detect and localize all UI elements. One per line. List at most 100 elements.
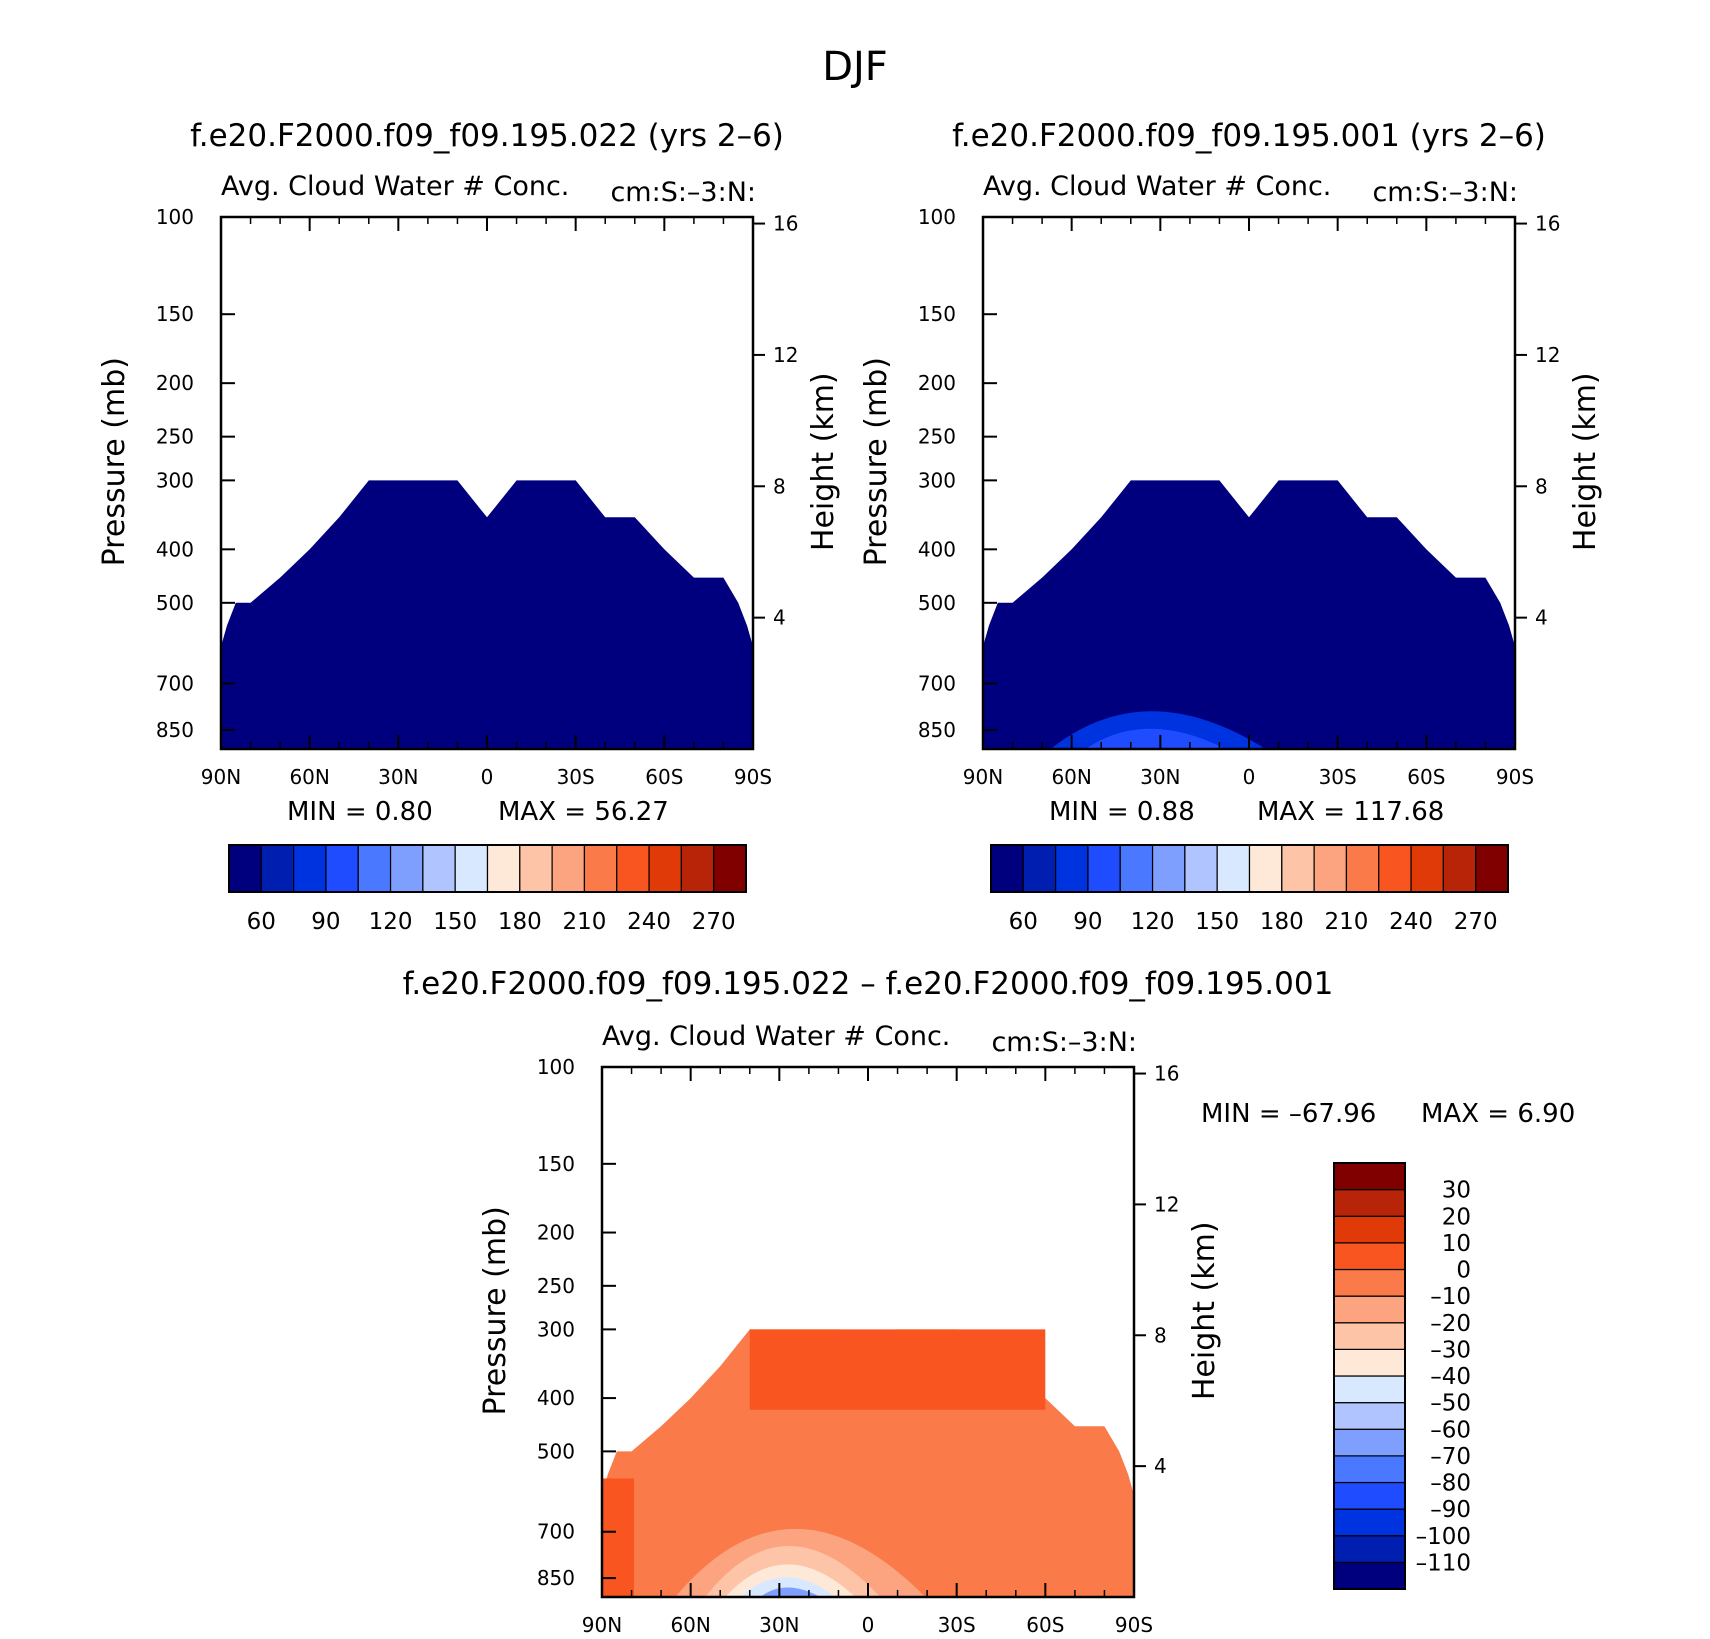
colorbar-box [583, 844, 618, 893]
colorbar-label: 240 [1389, 909, 1433, 935]
colorbar-label: 210 [1324, 909, 1368, 935]
colorbar-model-001: 60 90 120 150 180 210 240 270 [990, 844, 1509, 935]
colorbar-label: 270 [1454, 909, 1498, 935]
colorbar-box [293, 844, 327, 893]
colorbar-box [1475, 844, 1509, 893]
y-tick-label: 700 [537, 1520, 575, 1544]
colorbar-box [551, 844, 586, 893]
y-tick-label: 400 [156, 537, 194, 561]
x-tick-label: 60N [289, 765, 329, 789]
colorbar-label: 180 [498, 909, 542, 935]
height-tick-label: 16 [773, 212, 798, 236]
panel-title: f.e20.F2000.f09_f09.195.022 – f.e20.F200… [403, 966, 1334, 1002]
colorbar-box [990, 844, 1024, 893]
panel-subtitle: Avg. Cloud Water # Conc. [221, 171, 569, 202]
x-tick-label: 30S [557, 765, 595, 789]
y-tick-label: 500 [918, 591, 956, 615]
colorbar-label: 90 [311, 909, 340, 935]
diff-polar-band [602, 1478, 634, 1597]
colorbar-model-022: 60 90 120 150 180 210 240 270 [228, 844, 747, 935]
height-tick-label: 12 [773, 343, 798, 367]
colorbar-label: 0 [1456, 1258, 1471, 1284]
colorbar-label: 210 [562, 909, 606, 935]
colorbar-box [1333, 1322, 1406, 1350]
height-tick-label: 12 [1535, 343, 1560, 367]
x-tick-label: 30S [1319, 765, 1357, 789]
colorbar-label: 20 [1442, 1204, 1471, 1230]
panel-title: f.e20.F2000.f09_f09.195.022 (yrs 2–6) [190, 118, 784, 154]
colorbar-frame [990, 844, 1509, 893]
panel-units: cm:S:–3:N: [991, 1027, 1137, 1058]
height-axis-label: Height (km) [1568, 372, 1603, 551]
colorbar-label: –110 [1416, 1550, 1471, 1576]
cloud-field [221, 480, 753, 749]
x-tick-label: 60S [1026, 1613, 1064, 1637]
colorbar-box [260, 844, 295, 893]
y-tick-label: 200 [156, 371, 194, 395]
colorbar-box [454, 844, 489, 893]
colorbar-label: –30 [1430, 1337, 1471, 1363]
colorbar-box [1022, 844, 1057, 893]
y-tick-label: 700 [156, 671, 194, 695]
panel-units: cm:S:–3:N: [610, 177, 756, 208]
panel-model-001: 90N 60N 30N 0 30S 60S 90S 100 150 200 250 300 400 500… [859, 118, 1603, 827]
colorbar-box [1333, 1455, 1406, 1484]
x-tick-label: 30N [378, 765, 418, 789]
colorbar-box [1119, 844, 1154, 893]
colorbar-box [1333, 1561, 1406, 1590]
colorbar-box [1333, 1375, 1406, 1404]
x-tick-label: 90S [1496, 765, 1534, 789]
x-tick-label: 90N [201, 765, 241, 789]
y-tick-label: 400 [537, 1386, 575, 1410]
colorbar-box [1378, 844, 1412, 893]
x-tick-label: 90N [963, 765, 1003, 789]
colorbar-box [1055, 844, 1089, 893]
x-tick-label: 60N [1051, 765, 1091, 789]
y-tick-label: 150 [918, 302, 956, 326]
y-tick-label: 250 [156, 425, 194, 449]
y-tick-label: 100 [537, 1055, 575, 1079]
y-axis-label: Pressure (mb) [97, 357, 132, 566]
height-tick-label: 16 [1154, 1062, 1179, 1086]
colorbar-box [1333, 1348, 1406, 1377]
x-tick-label: 30S [938, 1613, 976, 1637]
colorbar-box [486, 844, 521, 893]
colorbar-label: –10 [1430, 1284, 1471, 1310]
colorbar-box [680, 844, 715, 893]
y-tick-label: 100 [156, 205, 194, 229]
panel-subtitle: Avg. Cloud Water # Conc. [983, 171, 1331, 202]
colorbar-box [1333, 1508, 1406, 1537]
height-tick-label: 4 [1154, 1454, 1167, 1478]
colorbar-label: 150 [1195, 909, 1239, 935]
y-tick-label: 500 [537, 1439, 575, 1463]
min-value: MIN = 0.88 [1049, 797, 1195, 827]
colorbar-label: –100 [1416, 1524, 1471, 1550]
diff-band-minus70 [760, 1587, 821, 1597]
colorbar-label: 60 [247, 909, 276, 935]
panel-units: cm:S:–3:N: [1372, 177, 1518, 208]
colorbar-box [1333, 1268, 1406, 1297]
colorbar-box [648, 844, 682, 893]
x-tick-label: 0 [862, 1613, 875, 1637]
colorbar-box [1333, 1215, 1406, 1244]
height-tick-label: 8 [773, 474, 786, 498]
colorbar-box [1333, 1295, 1406, 1324]
x-tick-label: 90S [1115, 1613, 1153, 1637]
colorbar-box [422, 844, 456, 893]
y-tick-label: 250 [537, 1274, 575, 1298]
y-tick-label: 150 [537, 1152, 575, 1176]
colorbar-box [519, 844, 553, 893]
colorbar-label: 60 [1009, 909, 1038, 935]
figure-title: DJF [822, 44, 888, 90]
y-tick-label: 850 [537, 1566, 575, 1590]
max-value: MAX = 56.27 [498, 797, 669, 827]
panel-subtitle: Avg. Cloud Water # Conc. [602, 1021, 950, 1052]
colorbar-frame [1333, 1162, 1406, 1590]
colorbar-label: –90 [1430, 1497, 1471, 1523]
x-tick-label: 30N [1140, 765, 1180, 789]
colorbar-box [1410, 844, 1444, 893]
colorbar-box [1281, 844, 1315, 893]
x-tick-label: 60S [1407, 765, 1445, 789]
y-tick-label: 100 [918, 205, 956, 229]
